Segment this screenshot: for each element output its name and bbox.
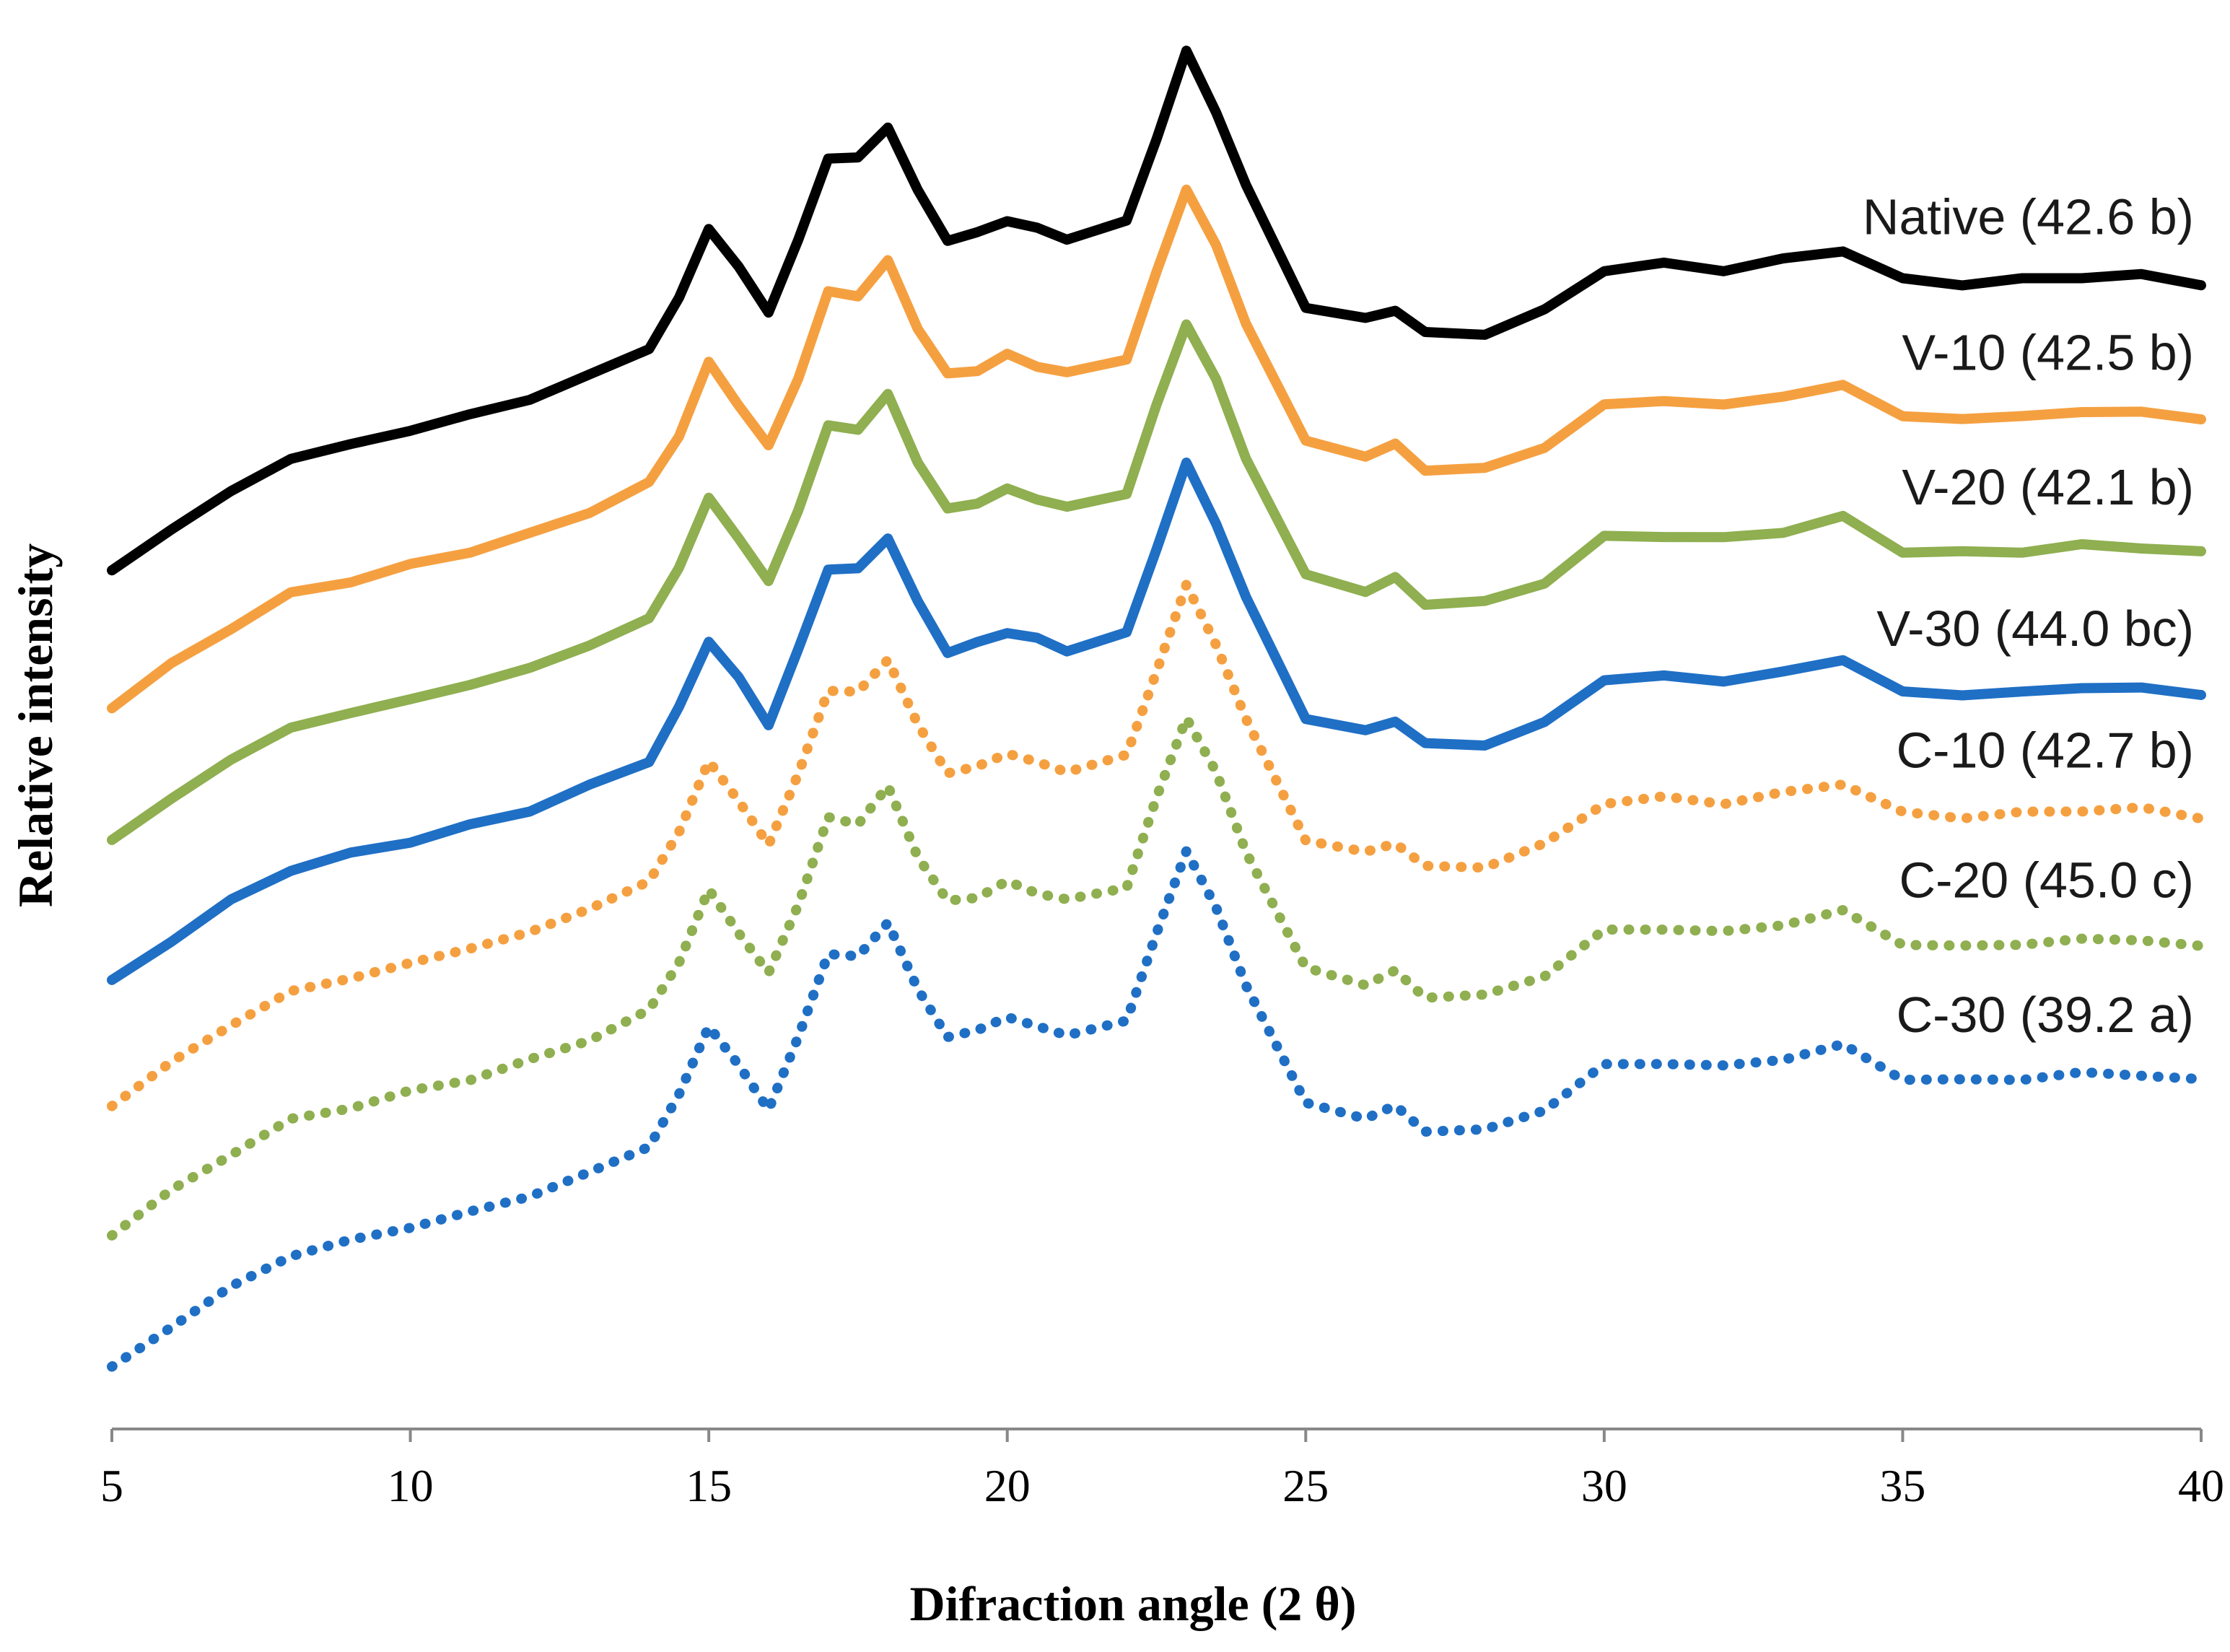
series-label-c-20: C-20 (45.0 c) [1899, 852, 2194, 909]
series-line-v-30 [107, 458, 2206, 985]
series-line-c-10 [107, 580, 2206, 1111]
series-labels: Native (42.6 b) V-10 (42.5 b) V-20 (42.1 b… [1863, 188, 2194, 1042]
x-tick-label-15: 15 [686, 1460, 732, 1511]
series-line-v-20 [107, 319, 2206, 845]
x-tick-label-30: 30 [1581, 1460, 1627, 1511]
series-line-c-30 [107, 846, 2206, 1372]
series-line-v-10 [107, 184, 2206, 714]
x-axis-title: Difraction angle (2 θ) [909, 1576, 1356, 1631]
x-tick-label-35: 35 [1879, 1460, 1925, 1511]
series-line-native [107, 45, 2206, 576]
y-axis-title: Relative intensity [8, 543, 63, 907]
series-label-c-30: C-30 (39.2 a) [1897, 987, 2194, 1043]
series-label-v-20: V-20 (42.1 b) [1902, 459, 2194, 515]
x-tick-label-5: 5 [100, 1460, 123, 1511]
series-layer [107, 45, 2206, 1372]
series-label-v-10: V-10 (42.5 b) [1902, 325, 2194, 381]
series-label-v-30: V-30 (44.0 bc) [1876, 600, 2194, 657]
x-tick-label-20: 20 [984, 1460, 1031, 1511]
series-line-c-20 [107, 712, 2206, 1241]
x-tick-label-25: 25 [1282, 1460, 1329, 1511]
x-tick-label-10: 10 [388, 1460, 434, 1511]
x-axis: 5 10 15 20 25 30 35 40 [100, 1428, 2224, 1511]
series-label-c-10: C-10 (42.7 b) [1897, 722, 2194, 778]
series-label-native: Native (42.6 b) [1863, 188, 2194, 245]
x-tick-label-40: 40 [2178, 1460, 2224, 1511]
